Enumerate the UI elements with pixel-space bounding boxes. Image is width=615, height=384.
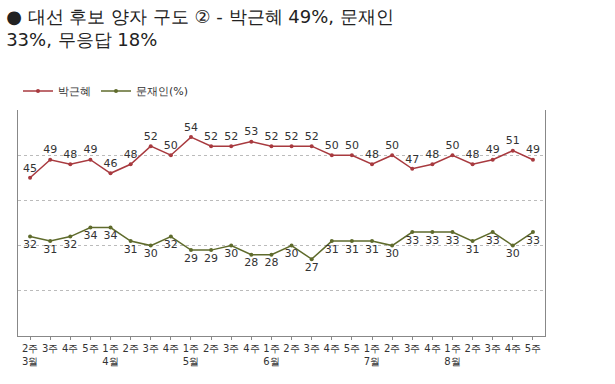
svg-text:30: 30 (506, 247, 520, 260)
svg-text:4주: 4주 (163, 343, 179, 354)
svg-text:52: 52 (204, 130, 218, 143)
svg-text:32: 32 (23, 238, 37, 251)
svg-text:52: 52 (144, 130, 158, 143)
svg-text:5주: 5주 (82, 343, 98, 354)
svg-text:48: 48 (365, 148, 379, 161)
svg-text:2주: 2주 (384, 343, 400, 354)
svg-text:29: 29 (204, 252, 218, 265)
svg-text:30: 30 (385, 247, 399, 260)
svg-text:28: 28 (264, 256, 278, 269)
svg-text:34: 34 (104, 229, 118, 242)
svg-text:50: 50 (345, 139, 359, 152)
svg-text:1주4월: 1주4월 (102, 343, 118, 367)
svg-text:34: 34 (83, 229, 97, 242)
svg-text:4주: 4주 (62, 343, 78, 354)
svg-text:2주: 2주 (283, 343, 299, 354)
svg-text:30: 30 (144, 247, 158, 260)
svg-text:33: 33 (445, 234, 459, 247)
svg-text:5주: 5주 (344, 343, 360, 354)
svg-text:4주: 4주 (243, 343, 259, 354)
svg-text:1주6월: 1주6월 (263, 343, 279, 367)
svg-text:50: 50 (164, 139, 178, 152)
svg-text:52: 52 (285, 130, 299, 143)
svg-text:31: 31 (466, 243, 480, 256)
svg-text:3주: 3주 (42, 343, 58, 354)
svg-text:3주: 3주 (404, 343, 420, 354)
svg-text:박근혜: 박근혜 (58, 85, 91, 98)
svg-text:49: 49 (43, 143, 57, 156)
svg-text:31: 31 (124, 243, 138, 256)
svg-text:33: 33 (526, 234, 540, 247)
svg-text:50: 50 (445, 139, 459, 152)
svg-text:29: 29 (184, 252, 198, 265)
svg-text:32: 32 (63, 238, 77, 251)
svg-text:1주5월: 1주5월 (183, 343, 199, 367)
svg-text:27: 27 (305, 261, 319, 274)
svg-text:31: 31 (325, 243, 339, 256)
svg-text:1주8월: 1주8월 (444, 343, 460, 367)
svg-text:2주3월: 2주3월 (22, 343, 38, 367)
svg-text:3주: 3주 (143, 343, 159, 354)
svg-text:2주: 2주 (203, 343, 219, 354)
svg-text:2주: 2주 (464, 343, 480, 354)
svg-text:47: 47 (405, 153, 419, 166)
svg-text:48: 48 (466, 148, 480, 161)
svg-text:53: 53 (244, 125, 258, 138)
svg-text:3주: 3주 (223, 343, 239, 354)
svg-text:● 대선 후보 양자 구도 ② - 박근혜 49%, 문재인: ● 대선 후보 양자 구도 ② - 박근혜 49%, 문재인33%, 무응답 1… (6, 6, 394, 50)
svg-text:49: 49 (83, 143, 97, 156)
svg-text:4주: 4주 (424, 343, 440, 354)
svg-text:31: 31 (43, 243, 57, 256)
svg-text:52: 52 (305, 130, 319, 143)
svg-text:49: 49 (486, 143, 500, 156)
svg-text:3주: 3주 (303, 343, 319, 354)
svg-text:52: 52 (264, 130, 278, 143)
svg-text:54: 54 (184, 121, 198, 134)
svg-text:48: 48 (63, 148, 77, 161)
svg-text:31: 31 (345, 243, 359, 256)
svg-text:48: 48 (124, 148, 138, 161)
svg-text:50: 50 (385, 139, 399, 152)
svg-text:문재인(%): 문재인(%) (136, 85, 188, 98)
svg-text:46: 46 (104, 157, 118, 170)
svg-text:32: 32 (164, 238, 178, 251)
svg-text:48: 48 (425, 148, 439, 161)
svg-text:33: 33 (486, 234, 500, 247)
svg-text:1주7월: 1주7월 (364, 343, 380, 367)
svg-text:49: 49 (526, 143, 540, 156)
svg-text:52: 52 (224, 130, 238, 143)
svg-text:33: 33 (405, 234, 419, 247)
svg-text:33: 33 (425, 234, 439, 247)
svg-text:45: 45 (23, 162, 37, 175)
svg-text:28: 28 (244, 256, 258, 269)
svg-text:51: 51 (506, 134, 520, 147)
svg-text:30: 30 (224, 247, 238, 260)
svg-text:30: 30 (285, 247, 299, 260)
svg-text:50: 50 (325, 139, 339, 152)
svg-text:2주: 2주 (122, 343, 138, 354)
svg-text:4주: 4주 (324, 343, 340, 354)
svg-text:3주: 3주 (485, 343, 501, 354)
svg-text:4주: 4주 (505, 343, 521, 354)
svg-text:31: 31 (365, 243, 379, 256)
svg-text:5주: 5주 (525, 343, 541, 354)
